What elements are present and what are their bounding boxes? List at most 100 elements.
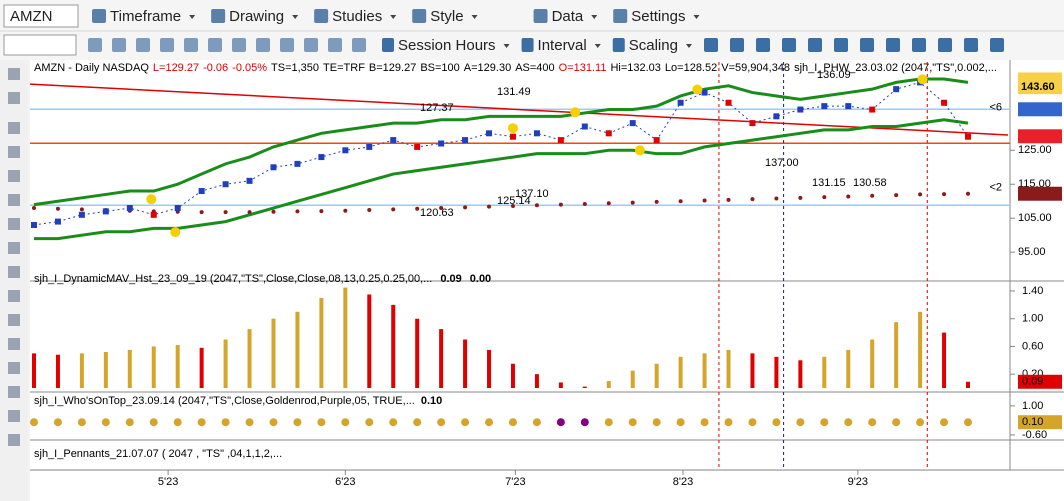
dot — [365, 418, 374, 427]
header-part: O=131.11 — [559, 62, 607, 74]
slow-ma-dot — [223, 210, 228, 215]
tool-icon[interactable] — [782, 38, 796, 52]
menu[interactable]: Studies — [332, 8, 382, 25]
tool-icon[interactable] — [304, 38, 318, 52]
dot — [197, 418, 206, 427]
menu[interactable]: Data — [552, 8, 584, 25]
close-bar — [126, 205, 133, 212]
slow-ma-dot — [822, 195, 827, 200]
tool-icon[interactable] — [136, 38, 150, 52]
histogram-bar — [79, 353, 84, 388]
slow-ma-dot — [798, 195, 803, 200]
y-tick-label: 105.00 — [1018, 212, 1052, 224]
close-bar — [869, 106, 876, 113]
dot — [964, 418, 972, 427]
dot — [604, 418, 613, 427]
histogram-bar — [439, 329, 444, 388]
tool-icon[interactable] — [834, 38, 848, 52]
histogram-bar — [894, 322, 899, 388]
menu-icon — [92, 9, 106, 23]
dot — [844, 418, 853, 427]
slow-ma-dot — [846, 194, 851, 199]
slow-ma-dot — [367, 208, 372, 213]
menu-caret — [189, 15, 196, 19]
slow-ma-dot — [654, 199, 659, 204]
tool-icon[interactable] — [352, 38, 366, 52]
dot — [820, 418, 829, 427]
dot — [940, 418, 949, 427]
tool[interactable]: Scaling — [629, 37, 678, 54]
tool-icon[interactable] — [208, 38, 222, 52]
slow-ma-dot — [439, 206, 444, 211]
histogram-bar — [319, 297, 324, 388]
tool-icon[interactable] — [860, 38, 874, 52]
dot — [748, 418, 757, 427]
tool-icon[interactable] — [280, 38, 294, 52]
tool-icon[interactable] — [256, 38, 270, 52]
x-tick-label: 9'23 — [848, 476, 868, 488]
menu[interactable]: Settings — [631, 8, 685, 25]
histogram-bar — [918, 311, 923, 388]
dot — [173, 418, 182, 427]
symbol-box[interactable] — [3, 4, 79, 28]
menu[interactable]: Drawing — [229, 8, 284, 25]
close-bar — [150, 211, 157, 218]
menu[interactable]: Style — [430, 8, 463, 25]
x-tick-label: 7'23 — [505, 476, 525, 488]
histogram-bar — [726, 349, 731, 388]
pivot — [634, 145, 645, 156]
close-bar — [462, 137, 469, 144]
dot — [461, 418, 470, 427]
header-part: sjh_I_PHW_23.03.02 (2047,"TS",0.002,... — [794, 62, 997, 74]
slow-ma-dot — [870, 193, 875, 198]
readout: 0.10 — [421, 395, 442, 407]
slow-ma-dot — [582, 201, 587, 206]
dot — [724, 418, 733, 427]
tool-icon[interactable] — [730, 38, 744, 52]
tool[interactable]: Session Hours — [398, 37, 496, 54]
tool-icon[interactable] — [88, 38, 102, 52]
histogram-bar — [103, 351, 108, 388]
close-bar — [294, 160, 301, 167]
tool-icon[interactable] — [808, 38, 822, 52]
tool-icon[interactable] — [886, 38, 900, 52]
menu-caret — [693, 15, 700, 19]
slow-ma-dot — [271, 209, 276, 214]
histogram-bar — [534, 374, 539, 388]
tool-icon[interactable] — [938, 38, 952, 52]
tool-icon[interactable] — [756, 38, 770, 52]
menu[interactable]: Timeframe — [110, 8, 181, 25]
close-bar — [725, 99, 732, 106]
tool-icon[interactable] — [232, 38, 246, 52]
close-bar — [821, 103, 828, 110]
dot — [293, 418, 302, 427]
tool-icon[interactable] — [328, 38, 342, 52]
close-bar — [653, 137, 660, 144]
tool-icon[interactable] — [704, 38, 718, 52]
slow-ma-dot — [487, 204, 492, 209]
close-bar — [246, 177, 253, 184]
tool[interactable]: Interval — [538, 37, 587, 54]
slow-ma-dot — [343, 208, 348, 213]
tool-icon[interactable] — [990, 38, 1004, 52]
histogram-bar — [966, 381, 970, 388]
histogram-bar — [510, 363, 515, 388]
annotation: 137.00 — [765, 157, 799, 169]
y-tick-label: 95.00 — [1018, 246, 1046, 258]
tool-icon[interactable] — [184, 38, 198, 52]
slow-ma-dot — [55, 206, 60, 211]
tool-icon[interactable] — [912, 38, 926, 52]
tool-icon — [382, 38, 394, 52]
menu-icon — [613, 9, 628, 23]
dot — [700, 418, 709, 427]
price-box — [1018, 102, 1062, 117]
tool-icon[interactable] — [112, 38, 126, 52]
histogram-bar — [367, 294, 372, 388]
last-label: 0.10 — [1022, 416, 1043, 428]
dot — [892, 418, 901, 427]
dropdown[interactable] — [3, 34, 77, 56]
tool-icon[interactable] — [160, 38, 174, 52]
tool-icon[interactable] — [964, 38, 978, 52]
annotation: 125.14 — [497, 195, 531, 207]
header-part: Lo=128.52 — [665, 62, 717, 74]
